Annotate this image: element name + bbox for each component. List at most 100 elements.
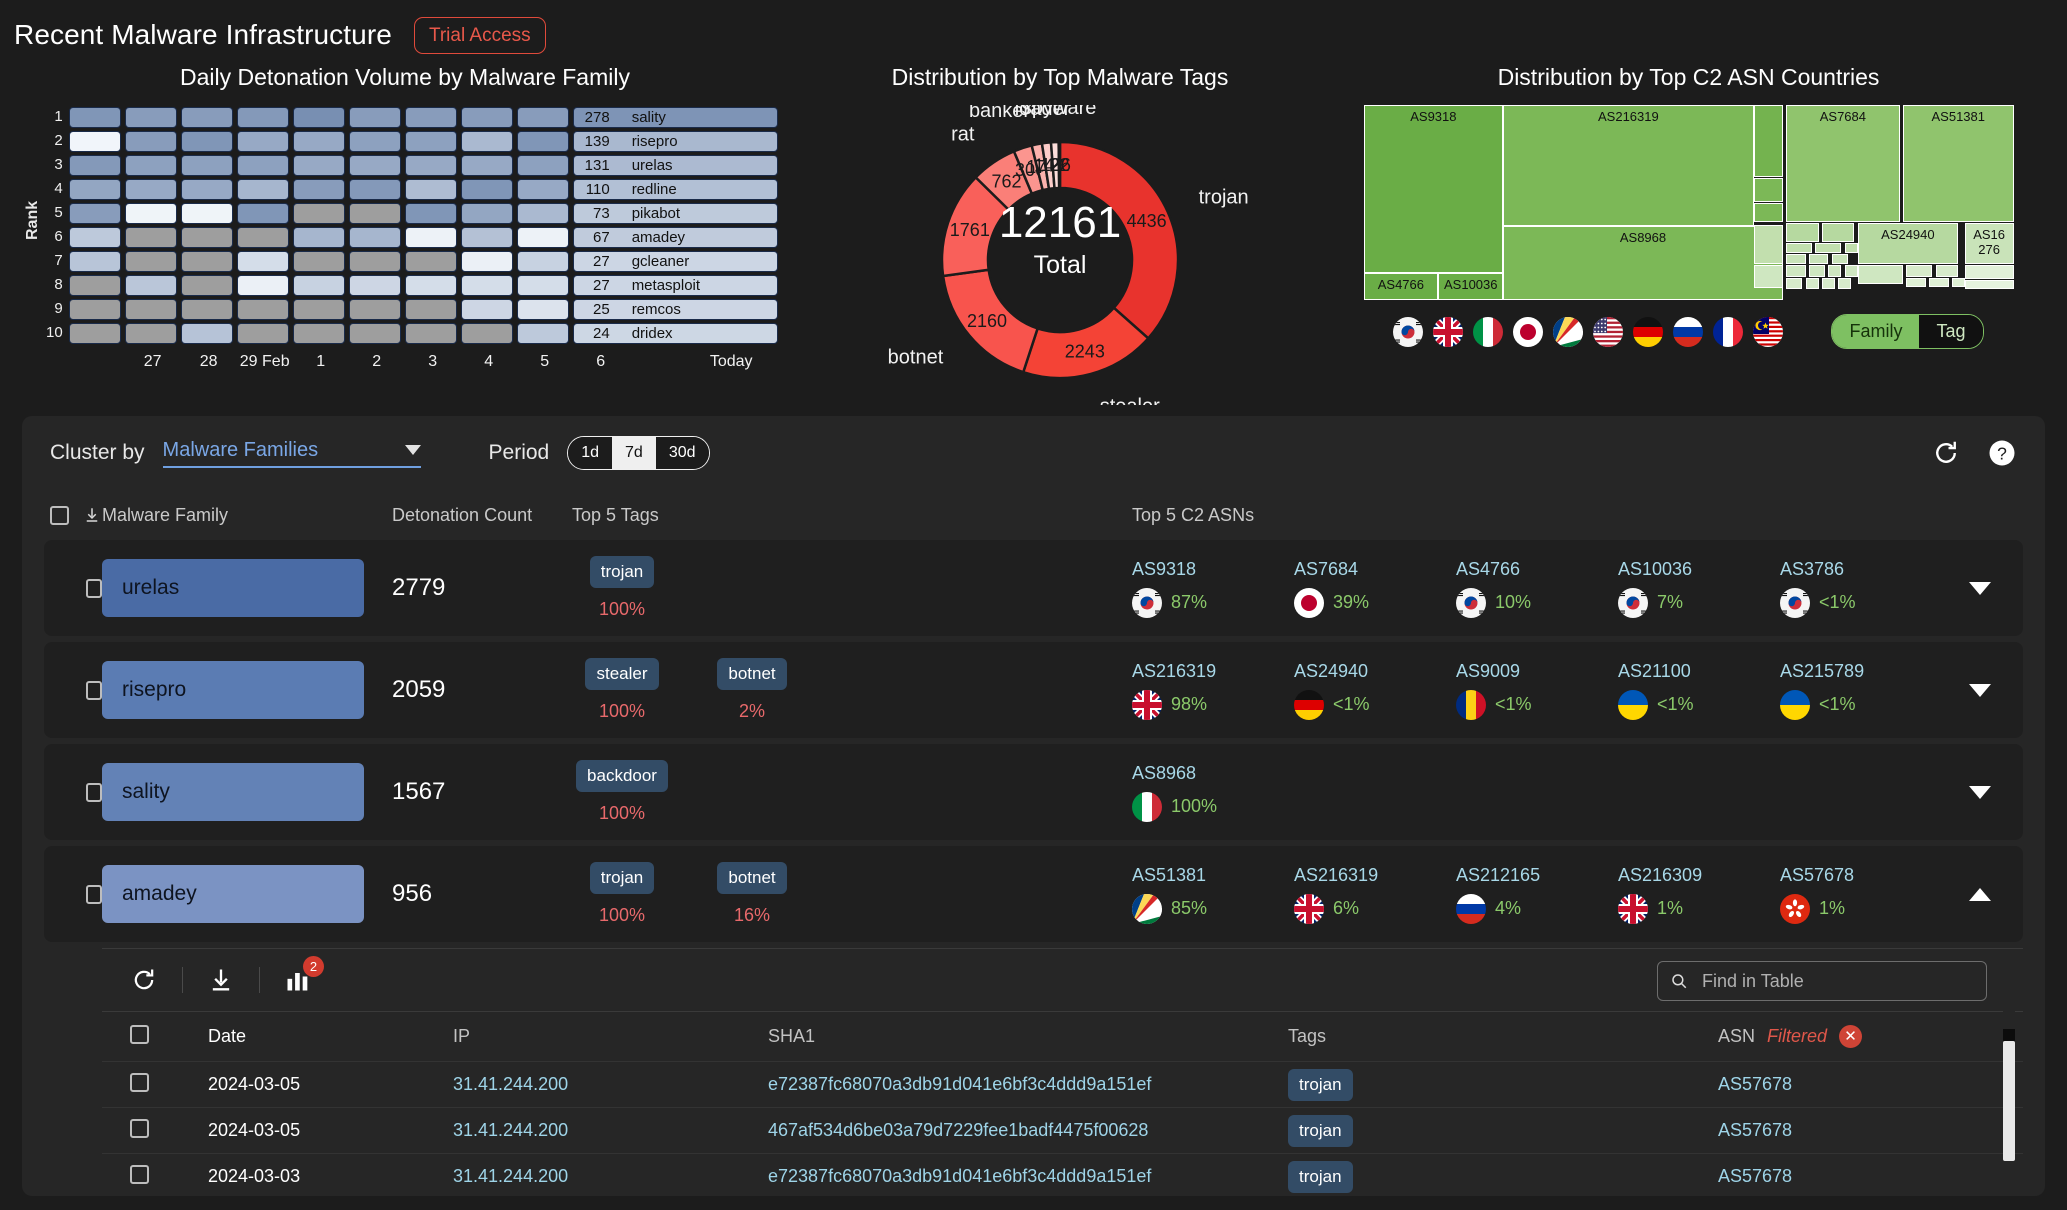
expand-row-icon[interactable] (1969, 683, 1991, 697)
treemap-cell[interactable] (1906, 277, 1926, 288)
treemap-cell[interactable] (1808, 254, 1829, 264)
malware-family-chip[interactable]: amadey (102, 865, 364, 923)
heatmap-cell[interactable] (180, 226, 233, 248)
asn-id[interactable]: AS7684 (1294, 558, 1359, 579)
treemap-cell[interactable] (1786, 254, 1806, 264)
heatmap-cell[interactable] (348, 202, 401, 224)
heatmap-cell[interactable] (180, 298, 233, 320)
treemap-cell[interactable] (1786, 277, 1803, 290)
treemap-cell[interactable] (1906, 264, 1933, 277)
column-header-detonation-count[interactable]: Detonation Count (392, 504, 533, 525)
heatmap-cell[interactable] (124, 322, 177, 344)
detail-row[interactable]: 2024-03-05 31.41.244.200 467af534d6be03a79… (102, 1107, 2023, 1153)
asn-id[interactable]: AS57678 (1780, 864, 1855, 885)
heatmap-cell[interactable] (292, 298, 345, 320)
heatmap-cell[interactable] (404, 274, 457, 296)
flag-sc-icon[interactable] (1553, 316, 1584, 347)
family-tag-toggle[interactable]: Family Tag (1831, 314, 1984, 349)
heatmap-cell[interactable] (68, 130, 121, 152)
heatmap-cell[interactable] (460, 274, 513, 296)
heatmap-cell[interactable] (404, 250, 457, 272)
treemap-cell[interactable] (1753, 178, 1783, 202)
table-row[interactable]: amadey 956 trojan 100% botnet 16% AS51381 85% AS… (44, 846, 2023, 942)
asn-id[interactable]: AS215789 (1780, 660, 1865, 681)
treemap-cell[interactable] (1951, 277, 1965, 288)
heatmap-family-label[interactable]: 278 sality (572, 106, 778, 128)
detail-column-asn[interactable]: ASN (1718, 1026, 1756, 1046)
refresh-icon[interactable] (130, 966, 158, 994)
tag-chip[interactable]: botnet (717, 862, 787, 894)
heatmap-cell[interactable] (236, 106, 289, 128)
treemap-cell[interactable] (1844, 264, 1858, 277)
asn-id[interactable]: AS21100 (1618, 660, 1691, 681)
heatmap-cell[interactable] (124, 226, 177, 248)
flag-kr-icon[interactable] (1393, 316, 1424, 347)
clear-filter-icon[interactable]: ✕ (1839, 1025, 1863, 1048)
collapse-row-icon[interactable] (1969, 887, 1991, 901)
heatmap-cell[interactable] (348, 106, 401, 128)
treemap-cell[interactable] (1857, 264, 1903, 285)
heatmap-cell[interactable] (292, 202, 345, 224)
treemap-cell[interactable] (1753, 264, 1783, 289)
heatmap-cell[interactable] (292, 178, 345, 200)
heatmap-cell[interactable] (68, 106, 121, 128)
heatmap-cell[interactable] (460, 226, 513, 248)
treemap-cell-AS16276[interactable]: AS16 276 (1964, 222, 2014, 264)
donut-slice[interactable] (1058, 140, 1180, 341)
asn-id[interactable]: AS216319 (1294, 864, 1379, 885)
heatmap-cell[interactable] (348, 274, 401, 296)
detail-row-checkbox[interactable] (130, 1118, 149, 1138)
heatmap-cell[interactable] (516, 154, 569, 176)
flag-gb-icon[interactable] (1433, 316, 1464, 347)
detail-column-ip[interactable]: IP (453, 1026, 471, 1046)
heatmap-cell[interactable] (460, 322, 513, 344)
heatmap-cell[interactable] (348, 154, 401, 176)
heatmap-cell[interactable] (516, 250, 569, 272)
heatmap-cell[interactable] (404, 154, 457, 176)
heatmap-cell[interactable] (124, 202, 177, 224)
expand-row-icon[interactable] (1969, 785, 1991, 799)
detail-ip[interactable]: 31.41.244.200 (453, 1074, 569, 1094)
heatmap-cell[interactable] (180, 178, 233, 200)
treemap-cell[interactable] (1753, 105, 1783, 178)
heatmap-family-label[interactable]: 73 pikabot (572, 202, 778, 224)
treemap-cell[interactable] (1838, 277, 1851, 290)
heatmap-cell[interactable] (68, 298, 121, 320)
heatmap-cell[interactable] (404, 298, 457, 320)
row-checkbox[interactable] (86, 782, 102, 802)
heatmap-cell[interactable] (292, 106, 345, 128)
heatmap-family-label[interactable]: 27 gcleaner (572, 250, 778, 272)
heatmap-cell[interactable] (516, 106, 569, 128)
treemap-cell[interactable] (1821, 222, 1855, 243)
heatmap-cell[interactable] (348, 226, 401, 248)
tag-chip[interactable]: trojan (589, 556, 655, 588)
heatmap-cell[interactable] (460, 106, 513, 128)
treemap-cell-AS4766[interactable]: AS4766 (1363, 272, 1439, 300)
heatmap-cell[interactable] (292, 250, 345, 272)
tag-chip[interactable]: backdoor (576, 760, 668, 792)
treemap-cell[interactable] (1844, 243, 1858, 254)
heatmap-cell[interactable] (180, 274, 233, 296)
column-header-top-asns[interactable]: Top 5 C2 ASNs (1132, 504, 1255, 525)
detail-sha1[interactable]: 467af534d6be03a79d7229fee1badf4475f00628 (768, 1120, 1149, 1140)
treemap-cell[interactable] (1964, 264, 2014, 279)
heatmap-family-label[interactable]: 131 urelas (572, 154, 778, 176)
detail-column-date[interactable]: Date (208, 1026, 247, 1046)
heatmap-cell[interactable] (348, 322, 401, 344)
heatmap-cell[interactable] (236, 298, 289, 320)
asn-id[interactable]: AS216319 (1132, 660, 1217, 681)
column-header-top-tags[interactable]: Top 5 Tags (572, 504, 659, 525)
donut-slice[interactable] (1057, 140, 1062, 190)
heatmap-cell[interactable] (180, 322, 233, 344)
detail-tag-chip[interactable]: trojan (1288, 1068, 1353, 1101)
heatmap-cell[interactable] (348, 178, 401, 200)
detail-tag-chip[interactable]: trojan (1288, 1114, 1353, 1147)
heatmap-cell[interactable] (404, 130, 457, 152)
heatmap-cell[interactable] (460, 298, 513, 320)
detail-ip[interactable]: 31.41.244.200 (453, 1120, 569, 1140)
heatmap-cell[interactable] (404, 322, 457, 344)
malware-family-chip[interactable]: risepro (102, 661, 364, 719)
heatmap-cell[interactable] (460, 154, 513, 176)
treemap-cell[interactable] (1808, 264, 1825, 277)
detail-ip[interactable]: 31.41.244.200 (453, 1166, 569, 1186)
